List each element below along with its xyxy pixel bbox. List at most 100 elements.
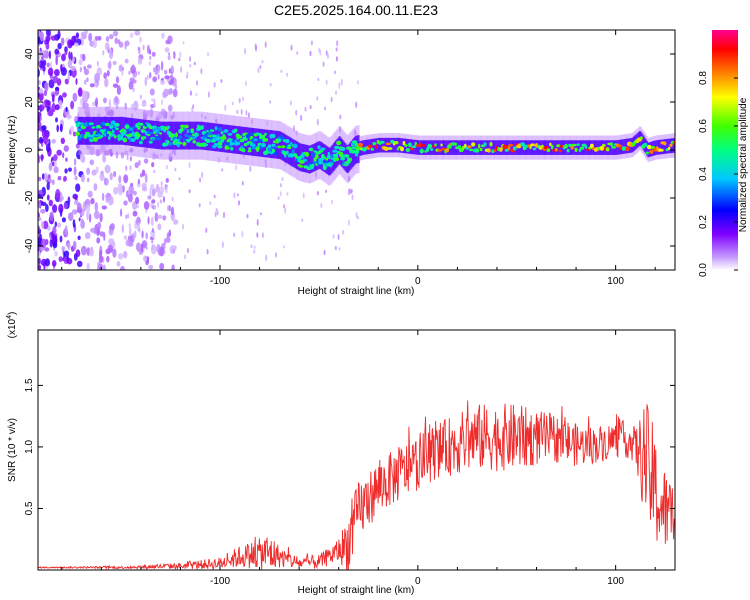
- spectrogram-band-cell: [157, 121, 160, 149]
- spectrogram-band-cell: [534, 140, 537, 155]
- spectrogram-speckle-cell: [200, 114, 203, 118]
- spectrogram-ridge-cell: [261, 134, 266, 139]
- snr-x-tick-label: 0: [415, 576, 421, 587]
- spectrogram-noise-cell: [100, 143, 106, 153]
- spectrogram-ridge-cell: [77, 128, 82, 132]
- spectrogram-speckle-cell: [339, 126, 341, 134]
- spectrogram-noise-cell: [38, 250, 41, 258]
- spectrogram-noise-cell: [65, 157, 68, 162]
- spectrogram-ridge-cell: [643, 142, 648, 148]
- spectrogram-band-cell: [470, 140, 473, 155]
- spectrogram-band-cell: [625, 138, 628, 154]
- spectrogram-speckle-cell: [173, 149, 176, 156]
- spectrogram-noise-cell: [90, 227, 96, 233]
- spectrogram-ridge-cell: [483, 142, 487, 147]
- spectrogram-ridge-cell: [354, 154, 359, 157]
- spectrogram-noise-cell: [168, 229, 171, 237]
- spectrogram-speckle-cell: [337, 234, 340, 241]
- spectrogram-ridge-cell: [101, 121, 106, 126]
- spectrogram-noise-cell: [82, 53, 86, 62]
- spectrogram-noise-cell: [141, 243, 144, 253]
- spectrogram-ridge-cell: [658, 148, 664, 152]
- spectrogram-noise-cell: [165, 178, 169, 183]
- colorbar-ticks: 0.0 0.2 0.4 0.6 0.8: [698, 71, 738, 277]
- spectrogram-band-cell: [269, 130, 272, 158]
- spectrogram-band-cell: [319, 141, 322, 170]
- spectrogram-band-cell: [138, 118, 141, 147]
- spectrogram-noise-cell: [143, 255, 148, 262]
- spectrogram-ridge-cell: [250, 132, 254, 137]
- spectrogram-speckle-cell: [137, 71, 140, 75]
- spectrogram-noise-cell: [149, 49, 152, 55]
- spectrogram-noise-cell: [158, 186, 165, 195]
- spectrogram-ridge-cell: [240, 145, 244, 150]
- spectrogram-noise-cell: [55, 188, 61, 199]
- spectrogram-speckle-cell: [236, 109, 239, 114]
- spectrogram-noise-cell: [169, 156, 173, 162]
- spectrogram-ridge-cell: [379, 140, 385, 144]
- spectrogram-ridge-cell: [617, 144, 622, 148]
- spectrogram-noise-cell: [108, 99, 111, 109]
- spectrogram-noise-cell: [62, 92, 67, 98]
- spectrogram-noise-cell: [75, 32, 79, 39]
- spectrogram-band-cell: [509, 140, 512, 155]
- spectrogram-ridge-cell: [222, 134, 226, 137]
- spectrogram-ridge-cell: [507, 145, 511, 151]
- spectrogram-ridge-cell: [374, 144, 378, 149]
- spectrogram-band-cell: [485, 140, 488, 155]
- spectrogram-ridge-cell: [475, 148, 480, 153]
- spectrogram-noise-cell: [79, 66, 83, 73]
- spectrogram-speckle-cell: [188, 189, 191, 194]
- spectrogram-speckle-cell: [235, 164, 238, 171]
- spectrogram-noise-cell: [82, 90, 88, 100]
- spectrogram-noise-cell: [75, 78, 78, 85]
- spectrogram-ridge-cell: [318, 160, 324, 165]
- spectrogram-band-cell: [399, 138, 402, 153]
- spectrogram-band-cell: [349, 142, 352, 171]
- spectrogram-noise-cell: [146, 110, 152, 117]
- spectrogram-y-tick-label: -40: [24, 238, 35, 253]
- spectrogram-ridge-cell: [402, 141, 406, 146]
- spectrogram-noise-cell: [78, 217, 81, 222]
- spectrogram-speckle-cell: [160, 152, 163, 158]
- snr-y-ticks: 0.5 1.0 1.5: [24, 378, 675, 515]
- spectrogram-noise-cell: [38, 194, 42, 199]
- spectrogram-ridge-cell: [640, 136, 643, 140]
- spectrogram-ridge-cell: [489, 141, 493, 147]
- spectrogram-band-cell: [382, 137, 385, 153]
- spectrogram-band-cell: [377, 137, 380, 153]
- spectrogram-ridge-cell: [86, 134, 92, 137]
- spectrogram-band-cell: [531, 140, 533, 155]
- spectrogram-speckle-cell: [269, 100, 272, 104]
- spectrogram-band-cell: [311, 144, 314, 173]
- spectrogram-noise-cell: [46, 62, 50, 68]
- spectrogram-band-cell: [389, 137, 392, 153]
- spectrogram-noise-cell: [102, 97, 107, 104]
- spectrogram-noise-cell: [40, 209, 46, 214]
- spectrogram-ridge-cell: [418, 142, 422, 148]
- spectrogram-ridge-cell: [214, 126, 218, 131]
- spectrogram-ridge-cell: [273, 152, 278, 156]
- spectrogram-ridge-cell: [151, 137, 154, 142]
- spectrogram-noise-cell: [124, 102, 127, 110]
- spectrogram-ridge-cell: [437, 149, 443, 152]
- spectrogram-speckle-cell: [224, 104, 227, 112]
- spectrogram-noise-cell: [95, 149, 101, 157]
- spectrogram-ridge-cell: [304, 152, 310, 157]
- spectrogram-speckle-cell: [249, 165, 252, 172]
- spectrogram-band-cell: [350, 140, 353, 169]
- spectrogram-band-cell: [484, 140, 487, 155]
- spectrogram-ridge-cell: [344, 154, 350, 158]
- spectrogram-noise-cell: [150, 216, 154, 227]
- spectrogram-ridge-cell: [213, 142, 219, 147]
- spectrogram-noise-cell: [86, 77, 89, 82]
- spectrogram-noise-cell: [104, 150, 110, 156]
- spectrogram-ridge-cell: [317, 145, 321, 150]
- spectrogram-ridge-cell: [175, 132, 178, 138]
- spectrogram-noise-cell: [88, 213, 92, 223]
- spectrogram-speckle-cell: [142, 44, 145, 51]
- spectrogram-speckle-cell: [207, 91, 210, 98]
- spectrogram-ridge-cell: [191, 136, 197, 140]
- spectrogram-band-cell: [177, 121, 180, 150]
- spectrogram-speckle-cell: [126, 154, 129, 161]
